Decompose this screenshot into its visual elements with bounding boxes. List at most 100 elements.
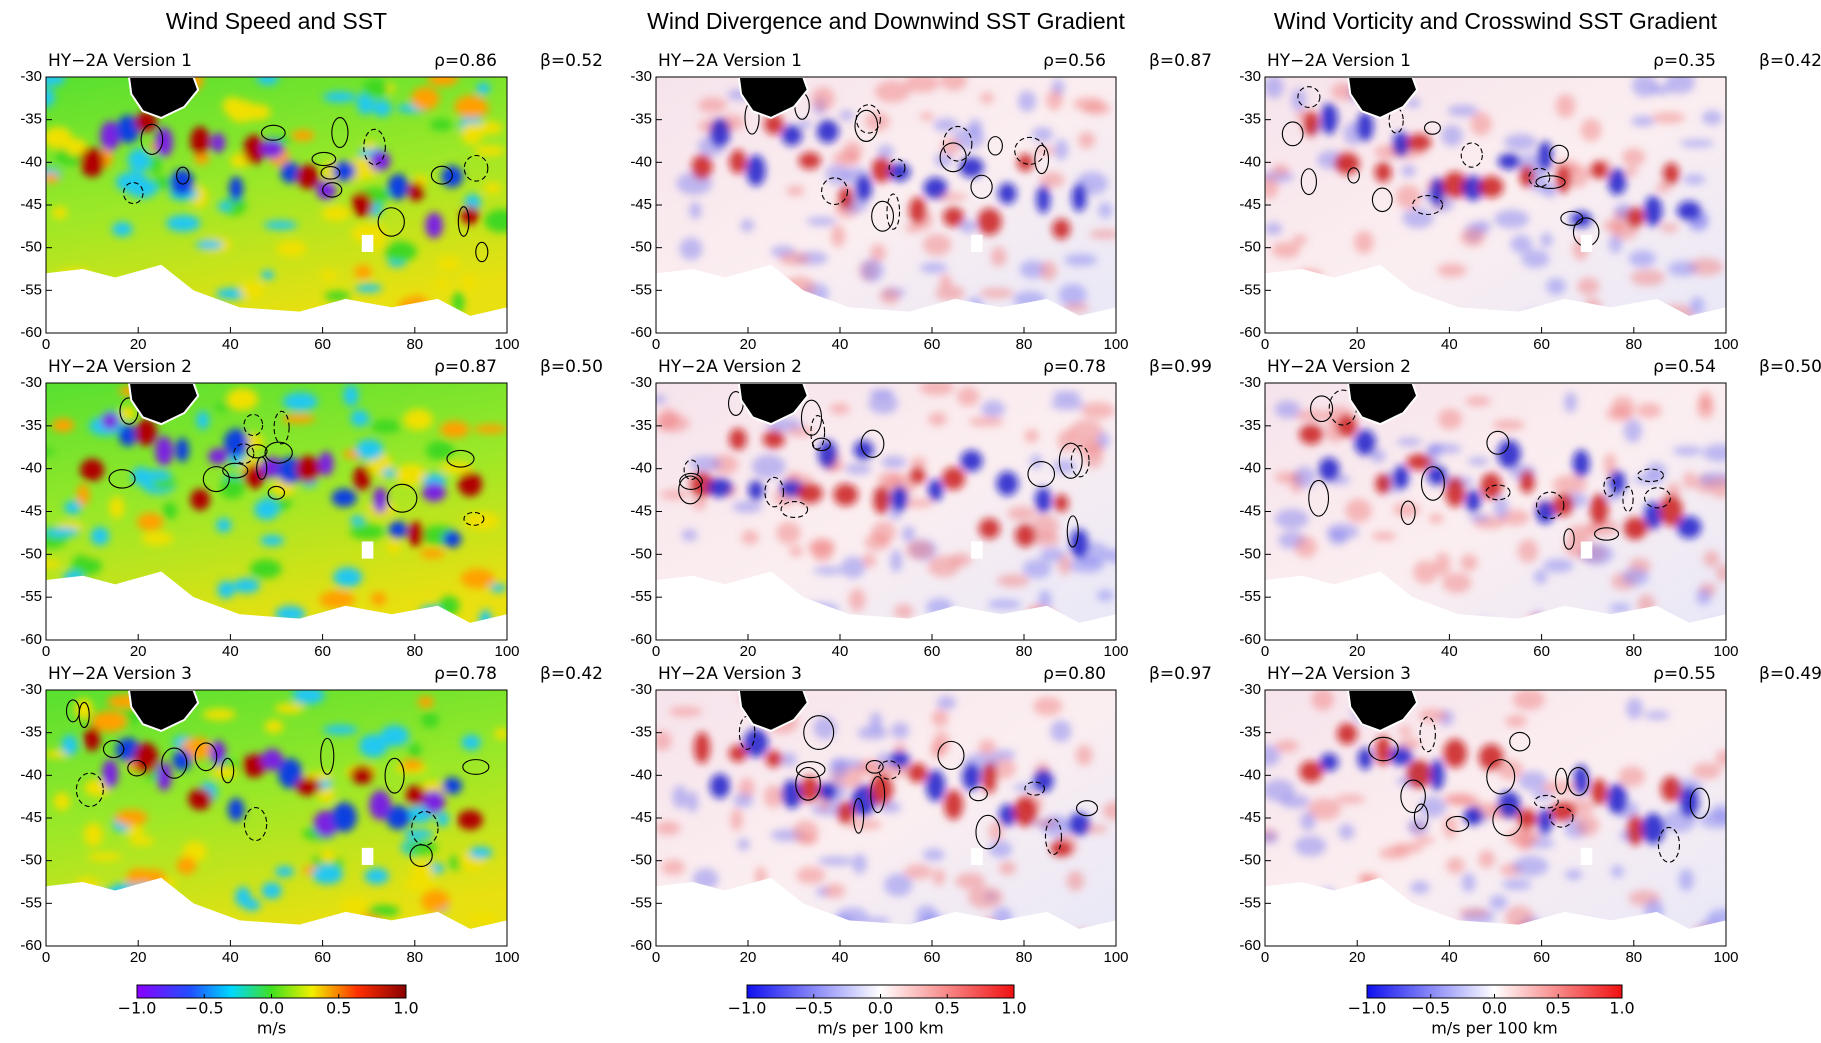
texture-patch: [936, 695, 956, 710]
texture-patch: [1334, 794, 1366, 804]
x-tick-label: 20: [1349, 643, 1366, 660]
texture-patch: [382, 468, 397, 478]
texture-patch: [874, 80, 911, 103]
y-tick-label: -35: [20, 417, 42, 434]
texture-patch: [1633, 473, 1664, 485]
texture-patch: [1300, 811, 1316, 831]
texture-patch: [256, 77, 279, 86]
texture-patch: [1679, 139, 1715, 148]
texture-patch: [1655, 181, 1672, 193]
texture-patch: [1447, 104, 1479, 117]
panel-label: HY−2A Version 1: [48, 51, 192, 71]
texture-patch: [1311, 690, 1335, 711]
texture-patch: [249, 559, 282, 579]
texture-patch: [1489, 894, 1508, 911]
texture-patch: [672, 785, 688, 809]
front-patch: [1375, 735, 1391, 766]
island: [361, 541, 374, 559]
front-patch: [1334, 153, 1360, 175]
contour: [1535, 175, 1566, 190]
front-patch: [960, 450, 983, 472]
texture-patch: [1063, 302, 1090, 313]
rho: ρ=0.80: [1043, 664, 1106, 684]
texture-patch: [839, 110, 854, 121]
texture-patch: [461, 734, 481, 751]
texture-patch: [292, 690, 325, 705]
front-patch: [243, 134, 265, 165]
texture-patch: [1580, 118, 1602, 142]
texture-patch: [697, 97, 727, 114]
texture-patch: [932, 868, 946, 886]
x-tick-label: 0: [652, 643, 660, 660]
front-patch: [998, 182, 1017, 205]
x-tick-label: 0: [42, 643, 50, 660]
contour: [1027, 461, 1056, 488]
x-tick-label: 0: [42, 949, 50, 966]
front-patch: [743, 728, 769, 758]
contour: [122, 182, 144, 205]
texture-patch: [321, 205, 351, 222]
texture-patch: [1069, 557, 1105, 574]
texture-patch: [1291, 88, 1306, 112]
texture-patch: [796, 866, 826, 885]
x-tick-label: 20: [1349, 949, 1366, 966]
texture-patch: [404, 877, 436, 892]
texture-patch: [1371, 531, 1397, 541]
front-patch: [871, 156, 892, 183]
texture-patch: [333, 567, 363, 588]
front-patch: [888, 162, 911, 182]
texture-patch: [1505, 714, 1527, 728]
contour: [246, 444, 268, 459]
texture-patch: [1438, 408, 1463, 430]
texture-patch: [1636, 403, 1662, 419]
texture-patch: [904, 77, 940, 93]
texture-patch: [904, 222, 923, 234]
front-patch: [709, 773, 731, 799]
x-tick-label: 40: [1441, 336, 1458, 353]
colorbar-label: m/s per 100 km: [817, 1019, 944, 1038]
texture-patch: [870, 243, 886, 262]
texture-patch: [1577, 277, 1600, 296]
front-patch: [83, 726, 101, 752]
front-patch: [170, 169, 195, 196]
front-patch: [210, 132, 226, 153]
texture-patch: [1461, 872, 1476, 893]
x-tick-label: 60: [924, 336, 941, 353]
map-panel: 0 20 40 60 80 100 -60 -55 -50 -45 -40 -35 -30 HY−2A V…: [630, 357, 1212, 660]
texture-patch: [817, 856, 854, 866]
y-tick-label: -55: [20, 281, 42, 298]
front-patch: [1337, 414, 1358, 438]
texture-patch: [730, 808, 743, 832]
texture-patch: [484, 209, 507, 233]
contour: [1657, 826, 1681, 863]
rho: ρ=0.86: [434, 51, 497, 71]
x-tick-label: 80: [1625, 336, 1642, 353]
contour: [877, 760, 901, 780]
texture-patch: [53, 792, 70, 811]
texture-patch: [1050, 398, 1085, 411]
y-tick-label: -40: [1239, 460, 1261, 477]
texture-patch: [1040, 547, 1066, 563]
x-tick-label: 20: [740, 336, 757, 353]
texture-patch: [1493, 496, 1509, 519]
field-texture: [1265, 383, 1726, 640]
texture-patch: [367, 905, 400, 917]
beta: β=0.50: [540, 357, 603, 377]
texture-patch: [1497, 759, 1523, 780]
front-patch: [1393, 465, 1409, 490]
texture-patch: [46, 447, 55, 456]
front-patch: [796, 482, 823, 504]
front-patch: [223, 428, 249, 458]
texture-patch: [1410, 881, 1430, 894]
texture-patch: [319, 269, 338, 282]
front-patch: [1626, 814, 1644, 846]
x-tick-label: 100: [1713, 949, 1738, 966]
front-patch: [1625, 207, 1645, 228]
texture-patch: [215, 518, 232, 533]
texture-patch: [322, 724, 358, 735]
front-patch: [691, 154, 713, 180]
front-patch: [100, 121, 121, 151]
texture-patch: [114, 809, 148, 826]
texture-patch: [51, 418, 75, 432]
front-patch: [79, 147, 105, 178]
